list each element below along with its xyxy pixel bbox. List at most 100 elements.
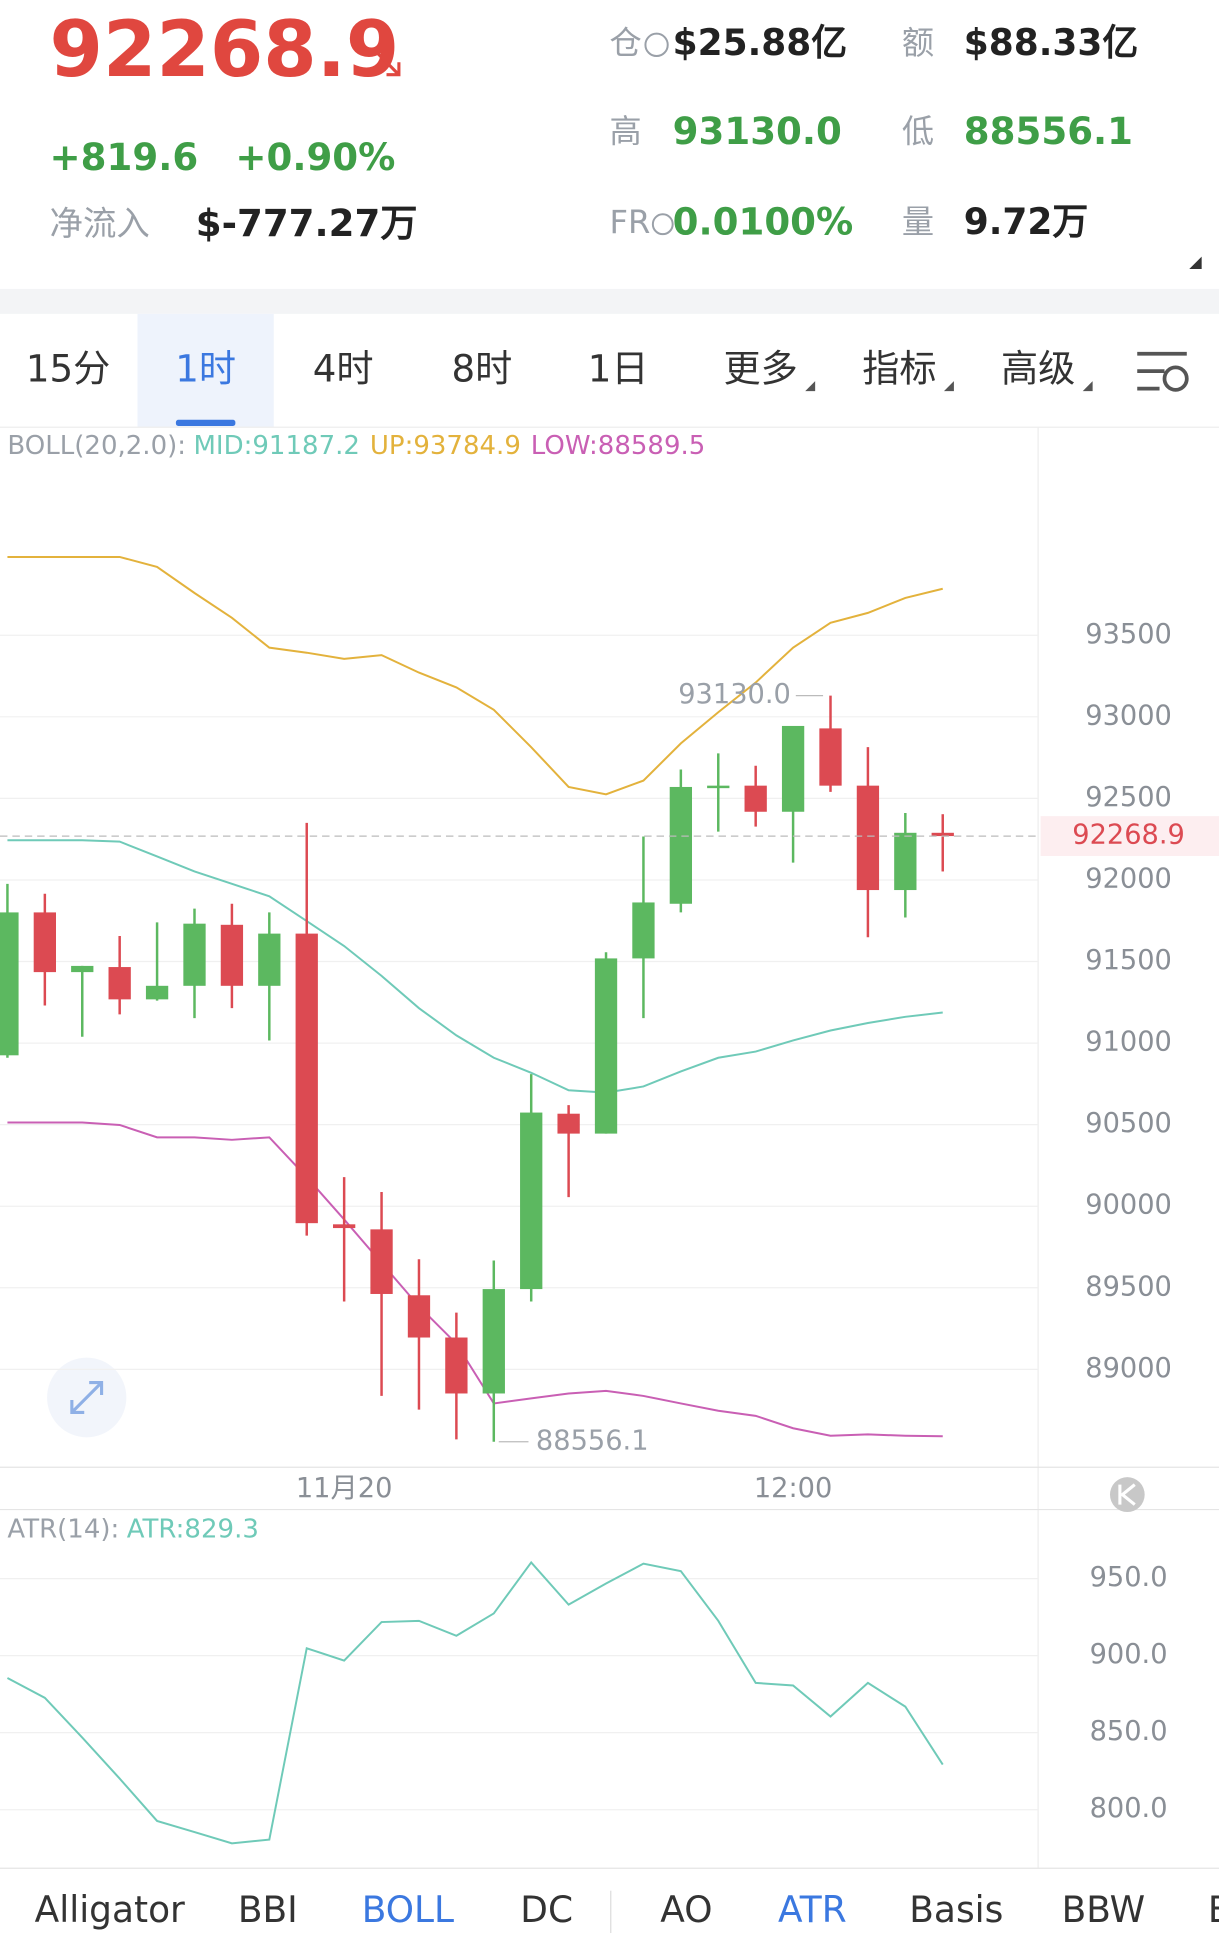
candle-body bbox=[819, 728, 842, 786]
y-tick-label: 90500 bbox=[1085, 1108, 1172, 1139]
indicator-tab[interactable]: BBI bbox=[238, 1890, 298, 1931]
interval-tab[interactable]: 指标 bbox=[862, 347, 936, 391]
boll-line bbox=[7, 1121, 943, 1438]
candle-body bbox=[295, 933, 318, 1224]
indicator-tab[interactable]: E bbox=[1208, 1890, 1219, 1931]
y-tick-label: 93000 bbox=[1085, 700, 1172, 731]
reset-icon-glyph bbox=[1118, 1483, 1136, 1506]
candle-body bbox=[669, 786, 693, 904]
x-tick-label: 12:00 bbox=[754, 1473, 833, 1504]
stat-label: 高 bbox=[609, 112, 641, 150]
reset-icon[interactable] bbox=[1109, 1477, 1145, 1513]
indicator-tab[interactable]: BBW bbox=[1062, 1890, 1146, 1931]
price-change: +819.6 bbox=[50, 135, 199, 179]
candle-body bbox=[332, 1224, 356, 1229]
candle-body bbox=[557, 1113, 580, 1134]
settings-icon[interactable] bbox=[1137, 351, 1189, 392]
fullscreen-icon[interactable] bbox=[47, 1357, 127, 1438]
boll-line bbox=[7, 555, 943, 796]
boll-line bbox=[7, 839, 943, 1094]
candle-body bbox=[520, 1112, 543, 1290]
stat-value: 88556.1 bbox=[964, 109, 1133, 153]
y-tick-label: 90000 bbox=[1085, 1190, 1172, 1221]
candle-body bbox=[744, 785, 767, 812]
interval-tab[interactable]: 4时 bbox=[313, 347, 374, 391]
legend-item: BOLL(20,2.0): bbox=[7, 430, 186, 460]
interval-tab[interactable]: 1时 bbox=[175, 347, 236, 391]
indicator-tab[interactable]: Basis bbox=[909, 1890, 1003, 1931]
candle-body bbox=[108, 967, 131, 1000]
stat-label: 低 bbox=[902, 112, 934, 150]
last-price-tag bbox=[1040, 816, 1219, 857]
down-arrow-icon bbox=[375, 51, 401, 77]
net-flow-value: $-777.27万 bbox=[196, 201, 418, 245]
help-icon[interactable] bbox=[644, 32, 669, 58]
net-flow-label: 净流入 bbox=[50, 204, 150, 243]
candle-body bbox=[894, 832, 917, 891]
atr-line bbox=[6, 1560, 944, 1845]
y-tick-label: 800.0 bbox=[1090, 1793, 1168, 1824]
candle-body bbox=[482, 1289, 505, 1394]
indicator-bar: Alligator BBI BOLL DC AO ATR Basis BBW E bbox=[35, 1890, 1219, 1931]
stat-label: 额 bbox=[902, 24, 934, 62]
indicator-tab[interactable]: Alligator bbox=[35, 1890, 185, 1931]
help-icon[interactable] bbox=[651, 213, 674, 236]
stat-value: 0.0100% bbox=[673, 200, 854, 244]
price-change-pct: +0.90% bbox=[235, 135, 395, 179]
y-tick-label: 850.0 bbox=[1090, 1716, 1168, 1747]
candle-body bbox=[407, 1295, 431, 1338]
candle-body bbox=[183, 923, 206, 986]
candle-body bbox=[632, 902, 655, 959]
high-annotation: 93130.0 bbox=[678, 679, 791, 710]
candle-body bbox=[0, 912, 19, 1056]
indicator-tab[interactable]: ATR bbox=[778, 1890, 847, 1931]
y-tick-label: 950.0 bbox=[1090, 1562, 1168, 1593]
stat-value: $25.88亿 bbox=[673, 23, 848, 64]
indicator-tab[interactable]: DC bbox=[520, 1890, 573, 1931]
stat-label: 量 bbox=[902, 203, 934, 241]
candle-body bbox=[370, 1229, 393, 1294]
candle-body bbox=[594, 958, 618, 1134]
candle-body bbox=[258, 933, 281, 986]
legend: BOLL(20,2.0): MID:91187.2 UP:93784.9 LOW:88… bbox=[7, 430, 705, 460]
indicator-tab[interactable]: BOLL bbox=[362, 1890, 454, 1931]
interval-tab[interactable]: 8时 bbox=[452, 347, 513, 391]
stat-label: 仓 bbox=[609, 24, 641, 62]
y-tick-label: 93500 bbox=[1085, 619, 1172, 650]
candle-body bbox=[71, 965, 94, 973]
last-price: 92268.9 bbox=[50, 6, 400, 95]
interval-tabs: 15分 1时 4时 8时 1日 更多 指标 高级 bbox=[26, 313, 1093, 428]
legend-item: UP:93784.9 bbox=[370, 430, 521, 460]
candle-body bbox=[707, 785, 730, 789]
stat-value: $88.33亿 bbox=[964, 23, 1139, 64]
legend-item: LOW:88589.5 bbox=[531, 430, 706, 460]
candle-body bbox=[781, 725, 805, 812]
low-annotation: 88556.1 bbox=[536, 1425, 649, 1456]
legend-item: ATR(14): bbox=[7, 1514, 119, 1544]
last-price-label: 92268.9 bbox=[1072, 820, 1185, 851]
dropdown-caret bbox=[805, 381, 816, 392]
active-tab-indicator bbox=[175, 419, 236, 426]
candle-body bbox=[145, 985, 169, 1000]
interval-tab[interactable]: 1日 bbox=[588, 347, 649, 391]
y-tick-label: 900.0 bbox=[1090, 1639, 1168, 1670]
y-tick-label: 92000 bbox=[1085, 863, 1172, 894]
indicator-tab[interactable]: AO bbox=[660, 1890, 712, 1931]
candle-body bbox=[33, 912, 56, 973]
candle-body bbox=[856, 785, 880, 891]
legend-item: ATR:829.3 bbox=[127, 1514, 259, 1544]
stat-value: 93130.0 bbox=[673, 109, 842, 153]
y-tick-label: 91000 bbox=[1085, 1027, 1172, 1058]
stat-value: 9.72万 bbox=[964, 202, 1089, 243]
active-tab-bg bbox=[137, 313, 274, 428]
dropdown-caret bbox=[943, 381, 954, 392]
divider bbox=[0, 288, 1219, 314]
interval-tab[interactable]: 15分 bbox=[26, 347, 110, 391]
interval-tab[interactable]: 高级 bbox=[1001, 347, 1075, 391]
candle-body bbox=[220, 924, 244, 986]
y-tick-label: 89000 bbox=[1085, 1353, 1172, 1384]
interval-tab[interactable]: 更多 bbox=[723, 347, 797, 391]
expand-corner[interactable] bbox=[1189, 256, 1202, 270]
